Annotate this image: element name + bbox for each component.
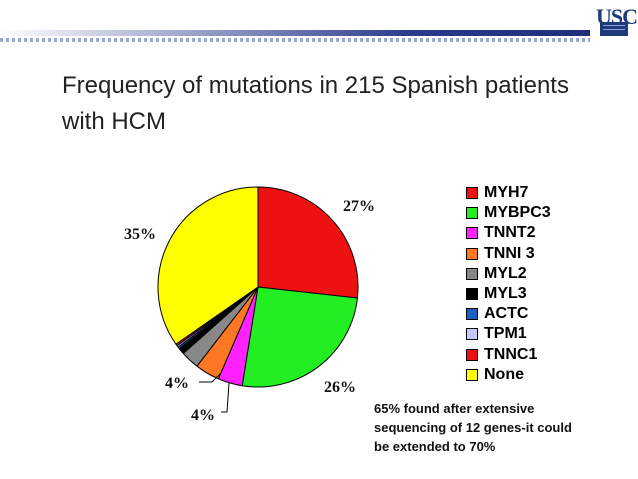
legend-label: TNNI 3 xyxy=(484,244,535,262)
legend-label: TPM1 xyxy=(484,325,527,343)
legend-swatch xyxy=(466,187,478,200)
legend-item: MYBPC3 xyxy=(466,203,551,223)
leader-line xyxy=(221,382,230,413)
legend-item: TNNC1 xyxy=(466,345,551,365)
chart-legend: MYH7 MYBPC3 TNNT2 TNNI 3 MYL2 MYL3 ACTC TPM1 TNN… xyxy=(466,183,551,385)
legend-label: MYL2 xyxy=(484,264,527,282)
pie-slice-none xyxy=(157,186,259,345)
legend-label: MYBPC3 xyxy=(484,204,551,222)
legend-item: MYH7 xyxy=(466,183,551,203)
pie-slice-myh7 xyxy=(257,186,359,299)
data-label-myl2: 4% xyxy=(191,407,215,424)
legend-label: TNNC1 xyxy=(484,345,538,363)
legend-item: MYL3 xyxy=(466,284,551,304)
legend-swatch xyxy=(466,348,478,361)
leader-line xyxy=(199,372,222,383)
data-label-tnni3: 4% xyxy=(165,375,189,392)
legend-swatch xyxy=(466,308,478,321)
legend-swatch xyxy=(466,328,478,341)
slide-title: Frequency of mutations in 215 Spanish pa… xyxy=(62,72,569,135)
legend-swatch xyxy=(466,247,478,260)
legend-label: TNNT2 xyxy=(484,224,536,242)
logo-emblem xyxy=(600,22,628,36)
header-dotted-stripe xyxy=(0,38,590,42)
usc-logo: USC xyxy=(596,4,638,36)
legend-item: TNNT2 xyxy=(466,223,551,243)
legend-item: TNNI 3 xyxy=(466,244,551,264)
legend-label: MYH7 xyxy=(484,184,529,202)
legend-item: MYL2 xyxy=(466,264,551,284)
legend-swatch xyxy=(466,207,478,220)
legend-label: None xyxy=(484,365,524,383)
header-stripe xyxy=(0,30,590,36)
legend-label: MYL3 xyxy=(484,285,527,303)
pie-slice-mybpc3 xyxy=(241,286,358,388)
legend-item: TPM1 xyxy=(466,324,551,344)
legend-swatch xyxy=(466,288,478,301)
legend-item: ACTC xyxy=(466,304,551,324)
data-label-myh7: 27% xyxy=(343,198,375,215)
data-label-mybpc3: 26% xyxy=(324,379,356,396)
data-label-none: 35% xyxy=(124,226,156,243)
legend-swatch xyxy=(466,368,478,381)
header-band: USC xyxy=(0,0,638,56)
legend-item: None xyxy=(466,365,551,385)
footnote: 65% found after extensive sequencing of … xyxy=(374,401,572,454)
legend-swatch xyxy=(466,267,478,280)
legend-label: ACTC xyxy=(484,305,529,323)
legend-swatch xyxy=(466,227,478,240)
